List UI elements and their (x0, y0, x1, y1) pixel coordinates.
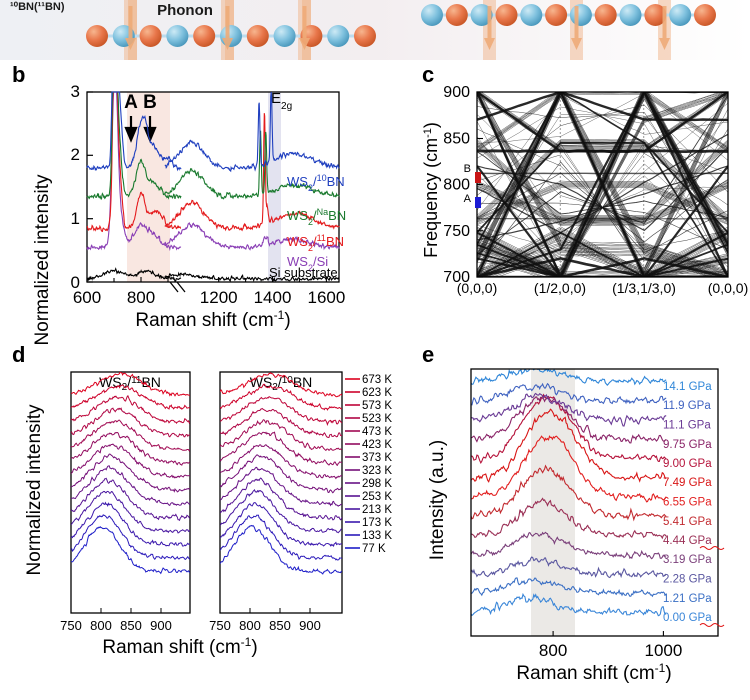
svg-text:423 K: 423 K (362, 439, 392, 451)
svg-text:850: 850 (269, 618, 291, 633)
svg-text:14.1 GPa: 14.1 GPa (663, 381, 712, 393)
svg-text:Raman shift (cm-1): Raman shift (cm-1) (516, 661, 671, 684)
svg-text:323 K: 323 K (362, 465, 392, 477)
svg-text:900: 900 (443, 84, 470, 101)
svg-text:2: 2 (71, 145, 80, 164)
svg-text:9.75 GPa: 9.75 GPa (663, 439, 712, 451)
svg-text:173 K: 173 K (362, 517, 392, 529)
svg-text:b: b (12, 62, 25, 87)
svg-text:800: 800 (239, 618, 261, 633)
svg-text:1200: 1200 (200, 288, 238, 307)
svg-text:(1/2,0,0): (1/2,0,0) (534, 280, 586, 296)
svg-text:3: 3 (71, 82, 80, 101)
svg-text:Normalized intensity: Normalized intensity (32, 174, 53, 346)
svg-text:6.55 GPa: 6.55 GPa (663, 497, 712, 509)
svg-text:5.41 GPa: 5.41 GPa (663, 516, 712, 528)
svg-text:1000: 1000 (644, 641, 682, 660)
svg-text:373 K: 373 K (362, 452, 392, 464)
svg-text:850: 850 (443, 130, 470, 147)
svg-text:0.00 GPa: 0.00 GPa (663, 612, 712, 624)
svg-text:Phonon: Phonon (157, 2, 213, 19)
svg-text:800: 800 (539, 641, 567, 660)
svg-text:A: A (124, 92, 138, 113)
svg-text:3.19 GPa: 3.19 GPa (663, 554, 712, 566)
svg-text:673 K: 673 K (362, 374, 392, 386)
svg-text:623 K: 623 K (362, 387, 392, 399)
svg-text:Raman shift (cm-1): Raman shift (cm-1) (102, 635, 257, 658)
svg-text:133 K: 133 K (362, 530, 392, 542)
svg-text:900: 900 (299, 618, 321, 633)
svg-text:253 K: 253 K (362, 491, 392, 503)
svg-text:750: 750 (209, 618, 231, 633)
svg-text:d: d (12, 342, 25, 367)
svg-text:800: 800 (443, 177, 470, 194)
svg-text:9.00 GPa: 9.00 GPa (663, 458, 712, 470)
svg-text:850: 850 (120, 618, 142, 633)
svg-text:e: e (422, 342, 434, 367)
svg-text:77 K: 77 K (362, 543, 386, 555)
svg-text:Si substrate: Si substrate (269, 265, 338, 280)
svg-text:Normalized intensity: Normalized intensity (24, 404, 45, 576)
svg-text:800: 800 (90, 618, 112, 633)
svg-text:750: 750 (443, 223, 470, 240)
svg-text:c: c (422, 62, 434, 87)
svg-text:1400: 1400 (254, 288, 292, 307)
svg-text:1600: 1600 (307, 288, 345, 307)
svg-text:473 K: 473 K (362, 426, 392, 438)
svg-text:573 K: 573 K (362, 400, 392, 412)
svg-text:Intensity (a.u.): Intensity (a.u.) (427, 440, 448, 560)
svg-text:2.28 GPa: 2.28 GPa (663, 574, 712, 586)
svg-text:800: 800 (127, 288, 155, 307)
svg-text:B: B (143, 92, 157, 113)
svg-text:750: 750 (60, 618, 82, 633)
svg-text:11.9 GPa: 11.9 GPa (663, 400, 711, 412)
svg-text:(0,0,0): (0,0,0) (457, 280, 497, 296)
svg-text:900: 900 (150, 618, 172, 633)
svg-text:11.1 GPa: 11.1 GPa (663, 420, 711, 432)
svg-text:600: 600 (73, 288, 101, 307)
svg-text:1: 1 (71, 209, 80, 228)
svg-text:B: B (464, 163, 471, 175)
svg-text:523 K: 523 K (362, 413, 392, 425)
svg-text:(0,0,0): (0,0,0) (708, 280, 748, 296)
svg-text:1.21 GPa: 1.21 GPa (663, 593, 712, 605)
svg-text:Frequency (cm-1): Frequency (cm-1) (421, 122, 441, 258)
svg-text:¹⁰BN(¹¹BN): ¹⁰BN(¹¹BN) (10, 1, 65, 13)
svg-text:213 K: 213 K (362, 504, 392, 516)
svg-text:7.49 GPa: 7.49 GPa (663, 477, 712, 489)
svg-text:4.44 GPa: 4.44 GPa (663, 535, 712, 547)
svg-text:Raman shift (cm-1): Raman shift (cm-1) (135, 308, 290, 331)
svg-text:(1/3,1/3,0): (1/3,1/3,0) (612, 280, 676, 296)
svg-text:A: A (464, 193, 472, 205)
svg-text:298 K: 298 K (362, 478, 392, 490)
